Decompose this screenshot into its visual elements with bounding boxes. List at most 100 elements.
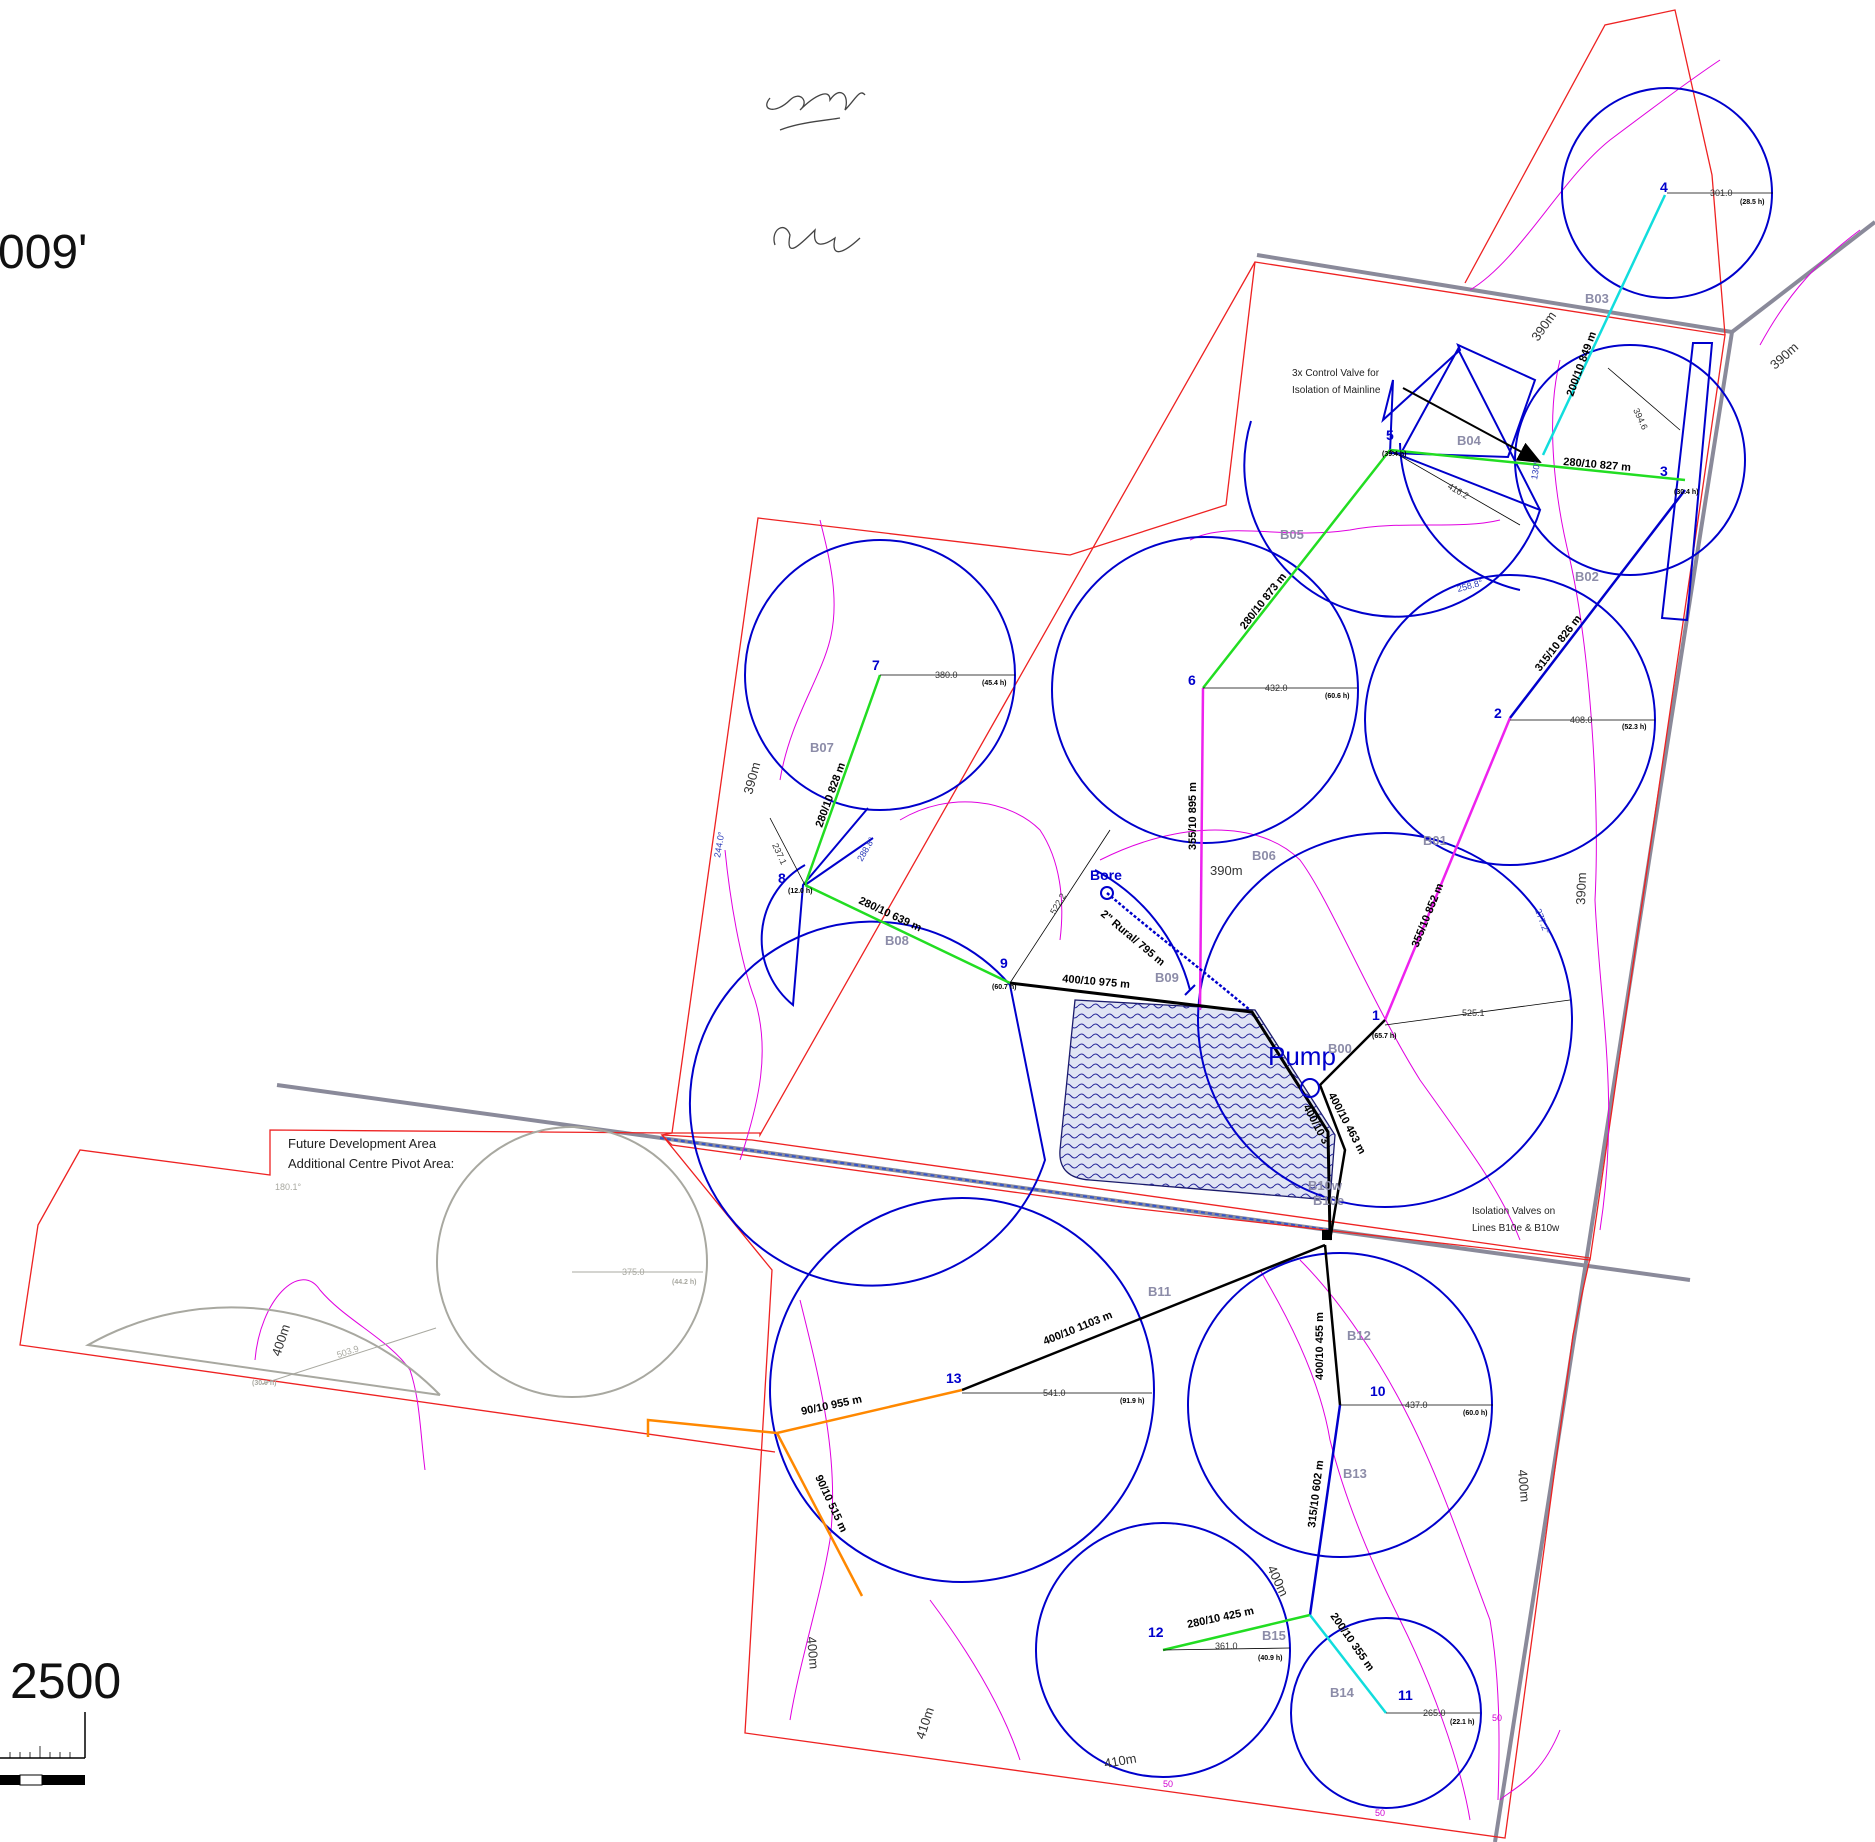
radius-12	[1162, 1647, 1291, 1651]
contour-12	[929, 1599, 1021, 1761]
future-half-hours: (30.0 h)	[252, 1380, 277, 1387]
pipe-2-1	[1383, 717, 1512, 1021]
contour-1	[1469, 59, 1721, 291]
dist-label-5: 390m	[1210, 863, 1243, 878]
pipe-13-south	[775, 1432, 864, 1597]
pipe-8-9	[804, 883, 1011, 985]
pivot-4-hours: (28.5 h)	[1740, 199, 1765, 206]
road-northeast	[1730, 220, 1875, 334]
control-valve-note-2: Isolation of Mainline	[1292, 385, 1381, 396]
future-note-1: Future Development Area	[288, 1136, 437, 1151]
pivot-9-hours: (60.7 h)	[992, 984, 1017, 991]
dist-label-10: 410m	[913, 1705, 937, 1741]
pivot-3-extra-radius: 394.6	[1631, 407, 1650, 432]
block-b03: B03	[1585, 291, 1609, 306]
pivot-13-hours: (91.9 h)	[1120, 1398, 1145, 1405]
scale-label: 2500	[10, 1653, 121, 1709]
pivot-7-radius: 380.0	[935, 670, 958, 680]
pipe-10-junction	[1323, 1244, 1342, 1406]
pivot-9-label: 9	[1000, 955, 1008, 971]
bore-pipe	[1106, 892, 1251, 1011]
pivot-8-label: 8	[778, 870, 786, 886]
radius-9	[1009, 829, 1111, 984]
pivot-2-radius: 408.0	[1570, 715, 1593, 725]
block-b09: B09	[1155, 970, 1179, 985]
pipe-label-6-pump: 355/10 895 m	[1187, 782, 1199, 850]
pump-label: Pump	[1268, 1041, 1336, 1071]
pivot-3-label: 3	[1660, 463, 1668, 479]
dam-water-hatch	[1059, 1000, 1335, 1200]
boundary-northeast	[1464, 9, 1726, 336]
pivot-6-label: 6	[1188, 672, 1196, 688]
pipe-4-3	[1541, 194, 1667, 456]
boundary-north-block	[660, 261, 1726, 1261]
block-b04: B04	[1457, 433, 1482, 448]
block-b11: B11	[1148, 1284, 1171, 1299]
dist-label-3: 390m	[740, 760, 763, 795]
edge-mark-1: 50	[1163, 1779, 1173, 1789]
pivot-12-circle	[1035, 1522, 1291, 1778]
pipe-label-13-south: 90/10 515 m	[812, 1473, 849, 1534]
scale-bar	[0, 1712, 86, 1786]
radius-3	[1607, 367, 1681, 431]
b10e-label: B10e	[1313, 1193, 1344, 1208]
block-b14: B14	[1330, 1685, 1355, 1700]
pump-symbol	[1300, 1078, 1320, 1098]
contour-7	[779, 519, 835, 781]
dist-label-7: 400m	[1515, 1469, 1533, 1503]
future-half-arc: 180.1°	[275, 1182, 302, 1192]
pipe-label-3-2: 315/10 826 m	[1533, 613, 1584, 674]
radius-lines	[769, 192, 1773, 1714]
arc-label-8: 244.0°	[712, 830, 726, 858]
control-valve-note-1: 3x Control Valve for	[1292, 368, 1380, 379]
pipe-13-west	[646, 1388, 963, 1437]
future-half-radius: 503.9	[336, 1343, 361, 1359]
pivot-8-edge	[804, 837, 874, 886]
pivot-12-radius: 361.0	[1215, 1641, 1238, 1651]
block-b05: B05	[1280, 527, 1304, 542]
pipe-5-3	[1389, 448, 1686, 482]
pivot-11-hours: (22.1 h)	[1450, 1719, 1475, 1726]
pivot-9-arc	[1094, 869, 1191, 991]
control-valve-arrow	[1402, 387, 1542, 463]
pivot-9-radius: 522.2	[1048, 891, 1068, 916]
boundary-south-block	[660, 1134, 1591, 1839]
title-fragment: 009'	[0, 226, 87, 279]
bore-symbol	[1100, 886, 1114, 900]
future-development	[84, 1126, 708, 1398]
pipe-10-11	[1308, 1404, 1342, 1616]
pipe-label-10-junction: 400/10 455 m	[1314, 1312, 1326, 1380]
pivot-8-radius: 237.1	[770, 842, 789, 867]
pipe-label-9-pump: 400/10 975 m	[1062, 973, 1131, 991]
scale-bar-minor-ticks	[9, 1746, 71, 1758]
future-pivot-radius: 375.0	[622, 1267, 645, 1277]
road-east	[1493, 331, 1734, 1842]
pivot-5-radius: 416.2	[1446, 481, 1471, 501]
pivot-5-label: 5	[1386, 427, 1394, 443]
dist-label-11: 410m	[1103, 1751, 1138, 1771]
pivot-7-hours: (45.4 h)	[982, 680, 1007, 687]
pipe-6-pump	[1198, 687, 1205, 1011]
pipe-7-8	[803, 674, 882, 886]
pivot-10-label: 10	[1370, 1383, 1386, 1399]
pivot-3-sector-edge	[1660, 342, 1714, 622]
pivot-13-circle	[769, 1197, 1155, 1583]
block-b13: B13	[1343, 1466, 1367, 1481]
pivot-5-hours: (39.4 h)	[1382, 451, 1407, 458]
future-half-radius-line	[261, 1327, 437, 1385]
pipe-9-pump	[1009, 981, 1332, 1236]
pipe-label-5-3: 280/10 827 m	[1563, 456, 1632, 474]
pivot-circles	[688, 87, 1773, 1809]
pipe-1-pump	[1318, 1019, 1386, 1241]
future-note-2: Additional Centre Pivot Area:	[288, 1156, 454, 1171]
dist-label-8: 400m	[804, 1636, 822, 1670]
pivot-5-outline	[1243, 346, 1542, 618]
block-b02: B02	[1575, 569, 1599, 584]
contour-14	[1499, 1729, 1561, 1801]
road-main	[276, 1083, 1691, 1282]
property-boundaries	[19, 9, 1726, 1839]
pivot-1-radius: 525.1	[1462, 1008, 1485, 1018]
bore-label: Bore	[1090, 867, 1122, 883]
contour-10	[1259, 1269, 1471, 1821]
